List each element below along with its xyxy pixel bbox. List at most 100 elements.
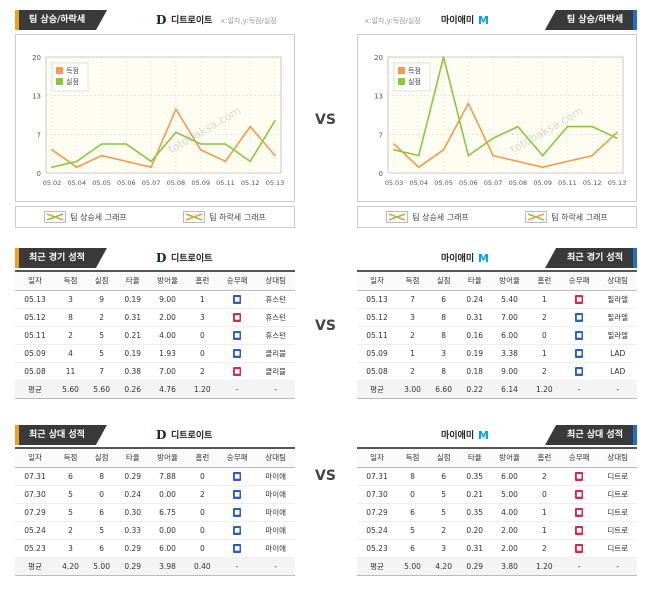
- left-recent-table: 일자 득점 실점 타율 방어율 홈런 승무패 상대팀 05.13 3 9 0.19 9.00 1 ■ 휴스턴 0…: [15, 272, 295, 398]
- data-point: [100, 154, 103, 157]
- x-tick-label: 05.05: [434, 179, 453, 187]
- average-cell: -: [559, 557, 599, 575]
- table-cell: 0.29: [117, 467, 149, 486]
- table-cell: 0: [528, 485, 560, 504]
- svg-text:M: M: [478, 429, 489, 441]
- table-header-row: 일자 득점 실점 타율 방어율 홈런 승무패 상대팀: [15, 449, 295, 468]
- table-cell: 2.00: [490, 539, 529, 558]
- average-cell: 5.00: [396, 557, 429, 575]
- left-h2h-table-wrap: 일자 득점 실점 타율 방어율 홈런 승무패 상대팀 07.31 6 8 0.29 7.88 0 ■ 마이애 0…: [15, 447, 295, 576]
- detroit-logo-icon: D: [155, 13, 167, 27]
- table-cell: 4.00: [148, 326, 187, 345]
- result-cell: ■: [217, 308, 257, 327]
- x-tick-label: 05.13: [608, 179, 627, 187]
- svg-text:M: M: [478, 14, 489, 26]
- table-cell: 0.29: [117, 539, 149, 558]
- table-row: 07.30 5 0 0.24 0.00 2 ■ 마이애: [15, 485, 295, 504]
- table-cell: 6: [428, 290, 460, 309]
- data-point: [467, 154, 470, 157]
- table-cell: 9.00: [148, 290, 187, 309]
- x-tick-label: 05.11: [216, 179, 235, 187]
- result-cell: ■: [217, 362, 257, 381]
- table-cell: LAD: [598, 344, 637, 363]
- table-cell: 2: [528, 308, 560, 327]
- table-cell: 0.21: [117, 326, 149, 345]
- table-row: 05.08 2 8 0.18 9.00 2 ■ LAD: [357, 362, 637, 381]
- data-point: [417, 166, 420, 168]
- table-cell: 0.20: [459, 521, 491, 540]
- data-point: [442, 56, 445, 58]
- legend-swatch: [398, 78, 405, 85]
- table-cell: 05.23: [15, 539, 55, 558]
- data-point: [541, 154, 544, 157]
- average-row: 평균 5.60 5.60 0.26 4.76 1.20- -: [15, 380, 295, 398]
- win-badge-icon: ■: [233, 490, 242, 499]
- average-cell: 평균: [15, 557, 55, 575]
- table-cell: 3: [428, 344, 460, 363]
- table-cell: 6: [428, 467, 460, 486]
- right-recent-team-name: 마이애미: [441, 254, 475, 264]
- table-row: 07.31 8 6 0.35 6.00 2 ■ 디트로: [357, 467, 637, 486]
- table-cell: 7.00: [490, 308, 529, 327]
- legend-up-label: 팀 상승세 그래프: [70, 212, 127, 222]
- table-cell: 1: [528, 503, 560, 522]
- svg-text:D: D: [156, 428, 166, 441]
- table-cell: 0: [186, 326, 218, 345]
- loss-badge-icon: ■: [233, 313, 242, 322]
- win-badge-icon: ■: [233, 295, 242, 304]
- table-cell: 07.30: [15, 485, 55, 504]
- right-h2h-title: 최근 상대 성적: [567, 430, 623, 440]
- table-cell: 0.00: [148, 521, 187, 540]
- table-row: 05.12 3 8 0.31 7.00 2 ■ 필라델: [357, 308, 637, 327]
- right-recent-team: 마이애미 M: [441, 251, 490, 265]
- table-cell: 05.24: [357, 521, 397, 540]
- average-row: 평균 5.00 4.20 0.29 3.80 1.20- -: [357, 557, 637, 575]
- table-row: 05.08 11 7 0.38 7.00 2 ■ 클리블: [15, 362, 295, 381]
- column-header: 득점: [396, 449, 429, 468]
- table-cell: 0: [86, 485, 118, 504]
- data-point: [150, 166, 152, 168]
- table-cell: 2: [54, 521, 87, 540]
- left-recent-tab: 최근 경기 성적: [15, 248, 107, 268]
- table-cell: 클리블: [256, 362, 295, 381]
- right-recent-table: 일자 득점 실점 타율 방어율 홈런 승무패 상대팀 05.13 7 6 0.24 5.40 1 ■ 필라델 0…: [357, 272, 637, 398]
- loss-badge-icon: ■: [233, 367, 242, 376]
- data-point: [517, 125, 519, 128]
- right-trend-panel: x:일자,y:득점/실점 마이애미 M 팀 상승/하락세 0 7 13 20 05.03…: [357, 10, 637, 228]
- result-cell: ■: [217, 326, 257, 345]
- column-header: 방어율: [490, 272, 529, 291]
- table-cell: 0.33: [117, 521, 149, 540]
- result-cell: ■: [559, 503, 599, 522]
- result-cell: ■: [559, 467, 599, 486]
- data-point: [175, 131, 177, 134]
- average-cell: -: [256, 557, 295, 575]
- vs-label-top: VS: [315, 112, 336, 128]
- table-row: 07.29 6 5 0.35 4.00 1 ■ 디트로: [357, 503, 637, 522]
- result-cell: ■: [217, 290, 257, 309]
- table-cell: 6.00: [490, 467, 529, 486]
- column-header: 일자: [357, 272, 397, 291]
- average-cell: 5.60: [86, 380, 118, 398]
- table-cell: 휴스턴: [256, 308, 295, 327]
- table-cell: 4: [54, 344, 87, 363]
- miami-logo-icon: M: [478, 251, 490, 265]
- right-axis-note: x:일자,y:득점/실점: [365, 17, 421, 25]
- table-cell: 2: [396, 326, 429, 345]
- table-cell: 디트로: [598, 521, 637, 540]
- table-cell: 5: [86, 344, 118, 363]
- result-cell: ■: [217, 485, 257, 504]
- table-cell: 필라델: [598, 290, 637, 309]
- table-row: 05.09 4 5 0.19 1.93 0 ■ 클리블: [15, 344, 295, 363]
- table-row: 05.13 3 9 0.19 9.00 1 ■ 휴스턴: [15, 290, 295, 309]
- table-cell: 07.29: [15, 503, 55, 522]
- data-point: [224, 143, 227, 145]
- table-row: 05.13 7 6 0.24 5.40 1 ■ 필라델: [357, 290, 637, 309]
- win-badge-icon: ■: [233, 472, 242, 481]
- table-cell: 0.35: [459, 467, 491, 486]
- x-tick-label: 05.11: [558, 179, 577, 187]
- table-cell: 2: [54, 326, 87, 345]
- average-cell: 6.14: [490, 380, 529, 398]
- table-cell: 디트로: [598, 539, 637, 558]
- average-row: 평균 3.00 6.60 0.22 6.14 1.20- -: [357, 380, 637, 398]
